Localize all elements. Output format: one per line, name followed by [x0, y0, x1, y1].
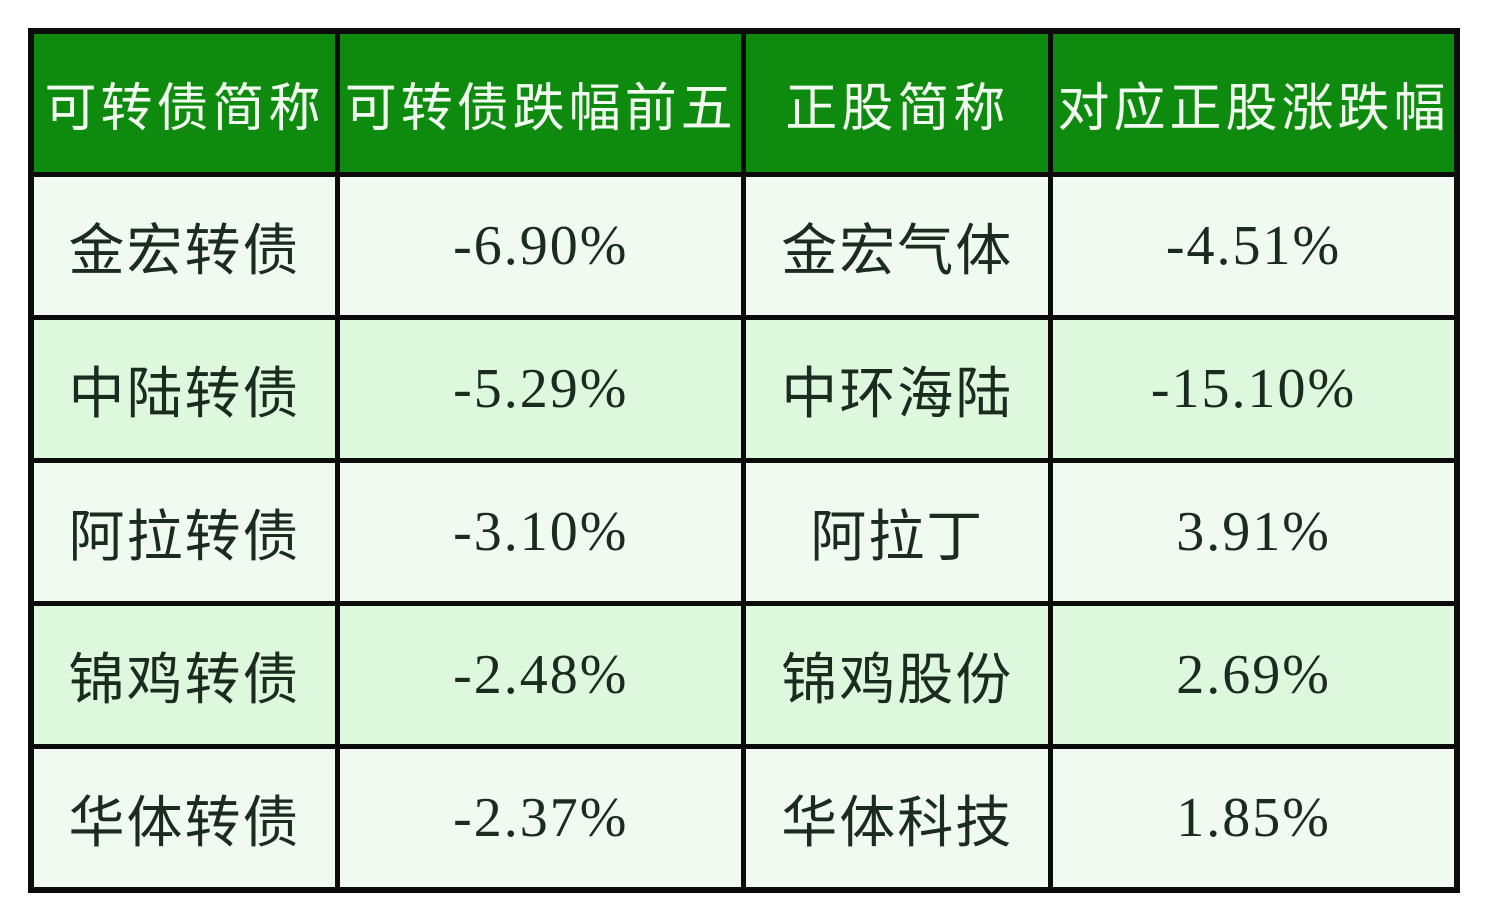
stock-name-cell: 锦鸡股份	[741, 601, 1054, 749]
table-row: 中陆转债 -5.29% 中环海陆 -15.10%	[28, 315, 1460, 463]
bond-change-cell: -2.48%	[335, 601, 747, 749]
bond-change-cell: -3.10%	[335, 458, 747, 606]
bond-name-cell: 金宏转债	[28, 172, 341, 320]
column-header-bond-name: 可转债简称	[28, 28, 341, 177]
bond-name-cell: 中陆转债	[28, 315, 341, 463]
bond-name-cell: 华体转债	[28, 744, 341, 893]
bond-change-cell: -5.29%	[335, 315, 747, 463]
table-body: 金宏转债 -6.90% 金宏气体 -4.51% 中陆转债 -5.29% 中环海陆 -15.10…	[28, 172, 1460, 893]
bond-name-cell: 锦鸡转债	[28, 601, 341, 749]
table-row: 华体转债 -2.37% 华体科技 1.85%	[28, 744, 1460, 893]
bond-name-cell: 阿拉转债	[28, 458, 341, 606]
stock-change-cell: 1.85%	[1048, 744, 1460, 893]
stock-name-cell: 中环海陆	[741, 315, 1054, 463]
bond-change-cell: -2.37%	[335, 744, 747, 893]
stock-change-cell: 2.69%	[1048, 601, 1460, 749]
bond-change-cell: -6.90%	[335, 172, 747, 320]
stock-change-cell: -4.51%	[1048, 172, 1460, 320]
stock-change-cell: -15.10%	[1048, 315, 1460, 463]
table-header: 可转债简称 可转债跌幅前五 正股简称 对应正股涨跌幅	[28, 28, 1460, 177]
stock-change-cell: 3.91%	[1048, 458, 1460, 606]
column-header-stock-change: 对应正股涨跌幅	[1048, 28, 1460, 177]
convertible-bond-table: 可转债简称 可转债跌幅前五 正股简称 对应正股涨跌幅 金宏转债 -6.90% 金宏气…	[28, 28, 1460, 893]
stock-name-cell: 华体科技	[741, 744, 1054, 893]
stock-name-cell: 阿拉丁	[741, 458, 1054, 606]
table-row: 阿拉转债 -3.10% 阿拉丁 3.91%	[28, 458, 1460, 606]
table-row: 金宏转债 -6.90% 金宏气体 -4.51%	[28, 172, 1460, 320]
header-row: 可转债简称 可转债跌幅前五 正股简称 对应正股涨跌幅	[28, 28, 1460, 177]
column-header-bond-change: 可转债跌幅前五	[335, 28, 747, 177]
table-row: 锦鸡转债 -2.48% 锦鸡股份 2.69%	[28, 601, 1460, 749]
stock-name-cell: 金宏气体	[741, 172, 1054, 320]
column-header-stock-name: 正股简称	[741, 28, 1054, 177]
